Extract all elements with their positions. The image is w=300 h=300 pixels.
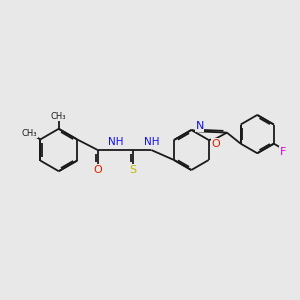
Text: F: F: [280, 147, 286, 157]
Text: CH₃: CH₃: [51, 112, 67, 121]
Text: O: O: [93, 165, 102, 175]
Text: NH: NH: [108, 137, 124, 147]
Text: S: S: [130, 165, 136, 175]
Text: O: O: [211, 139, 220, 149]
Text: NH: NH: [143, 137, 159, 147]
Text: CH₃: CH₃: [22, 129, 38, 138]
Text: N: N: [195, 121, 204, 131]
